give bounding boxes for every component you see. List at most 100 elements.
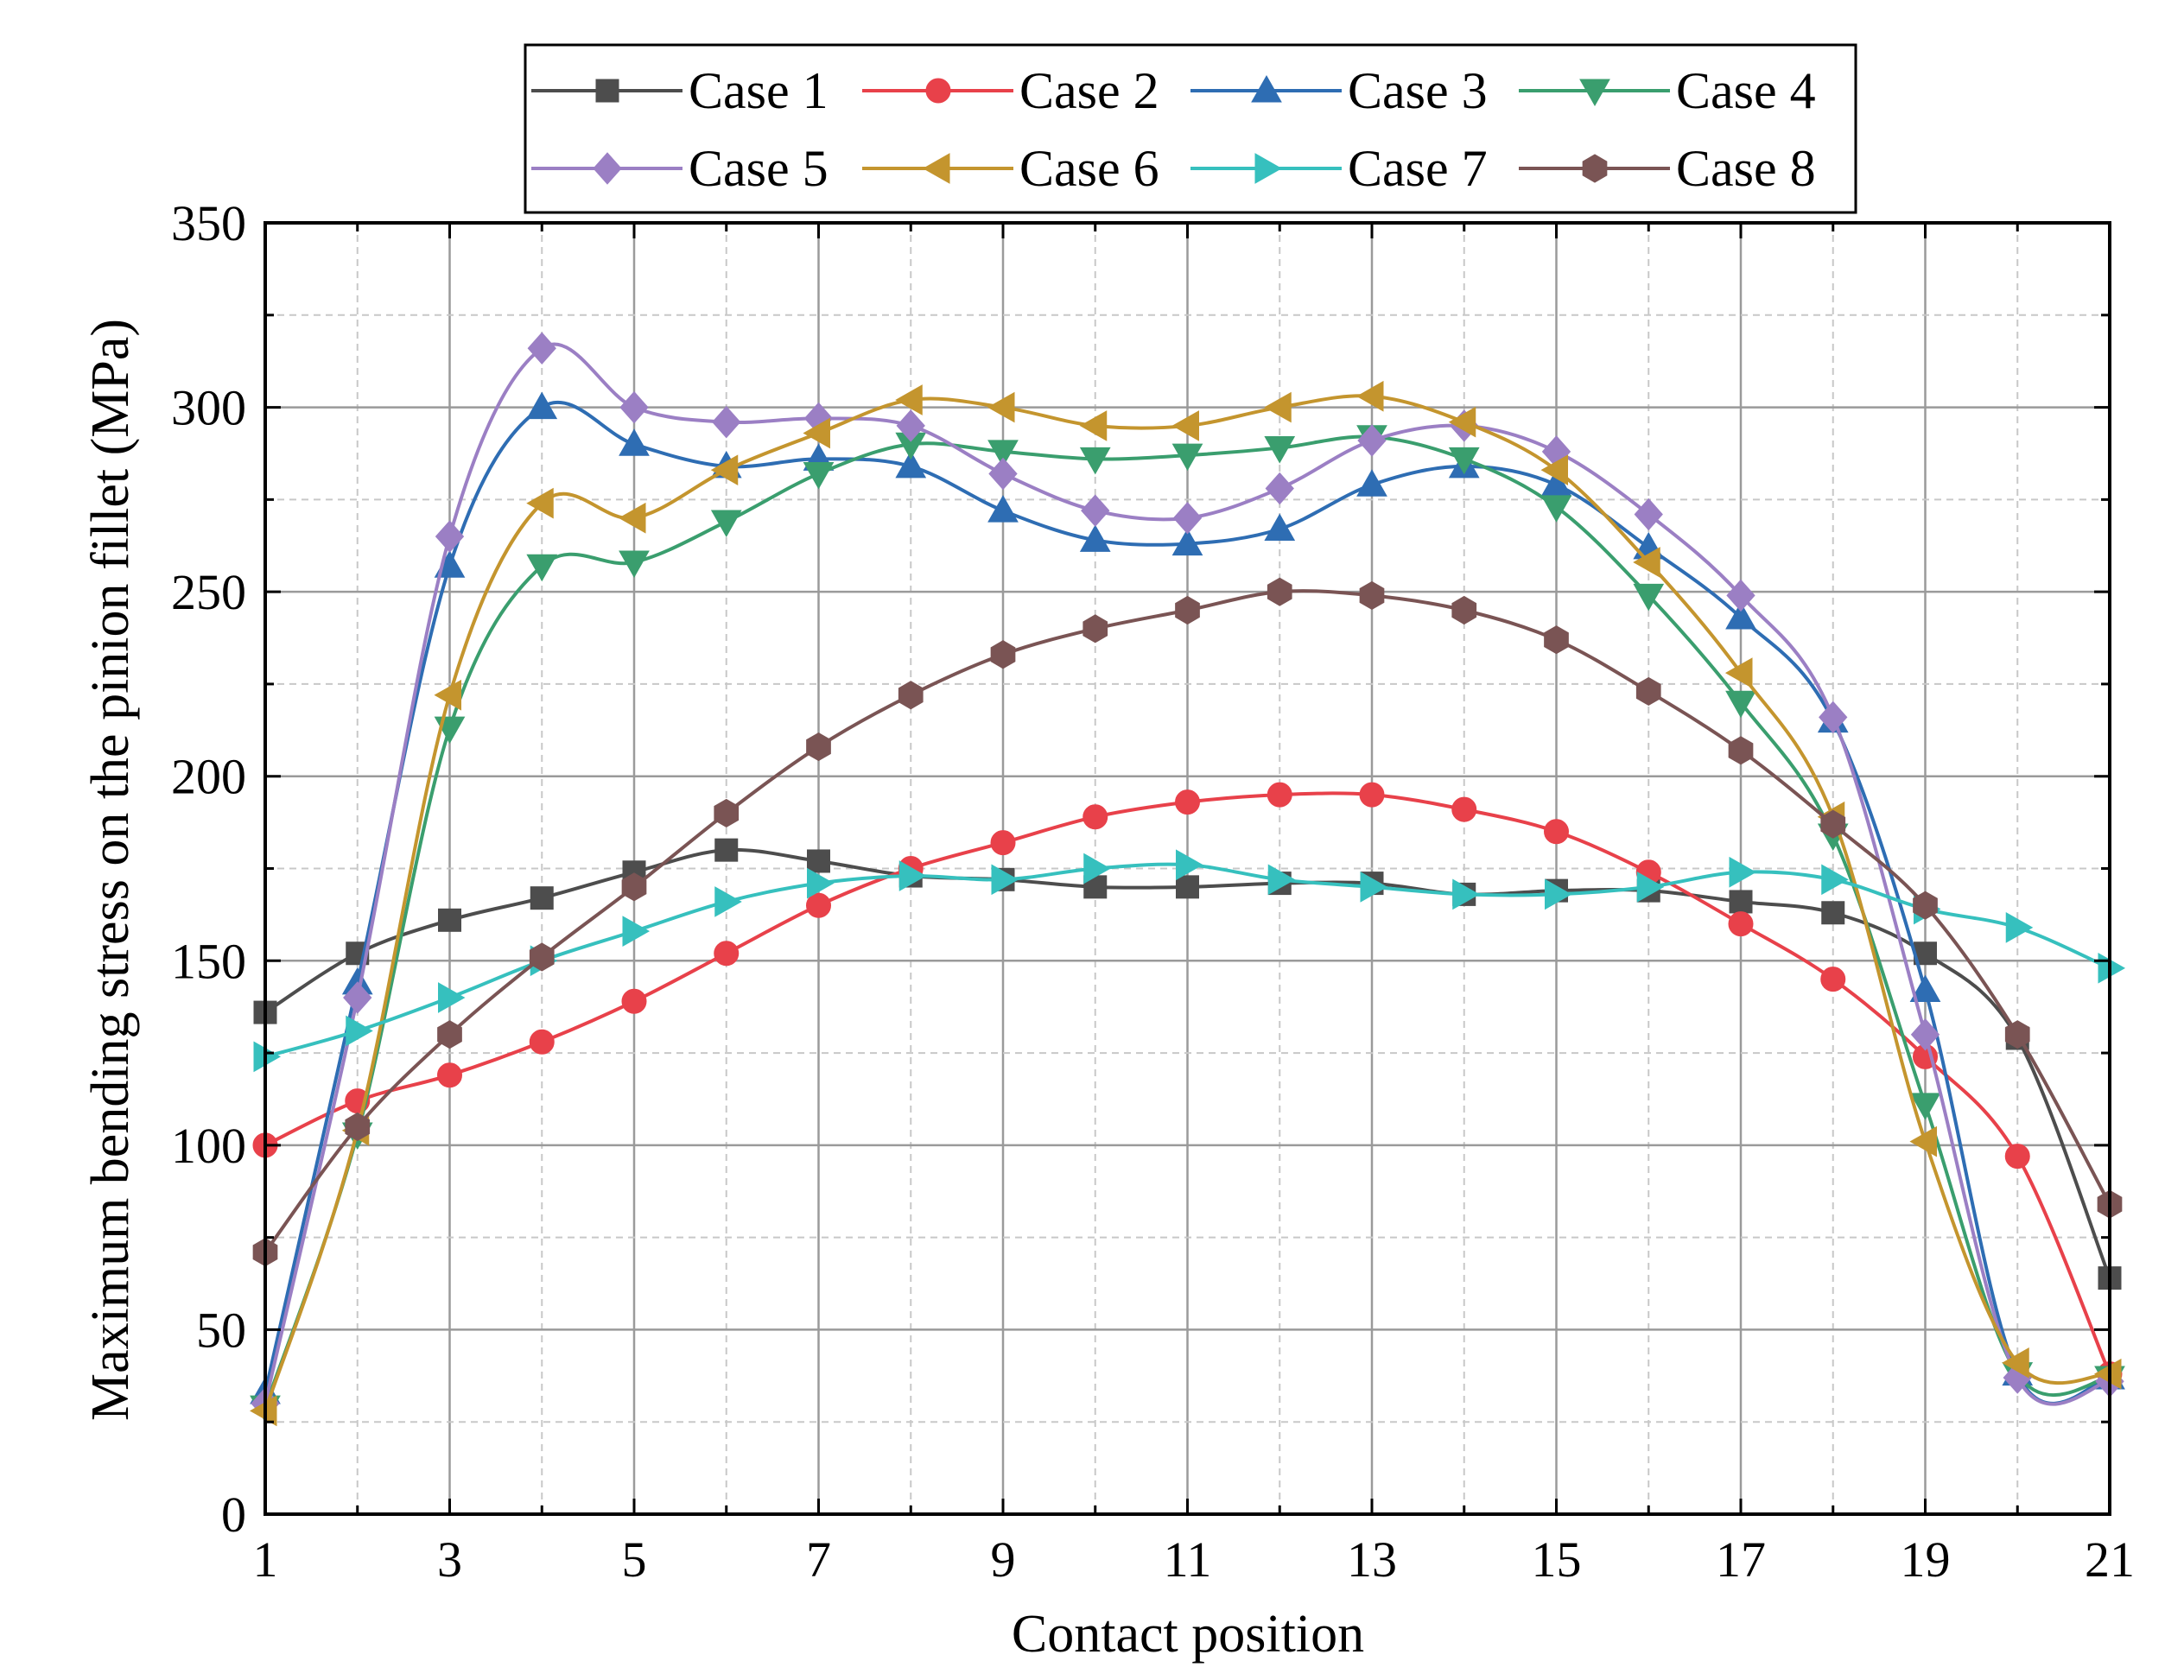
data-point: [1540, 495, 1572, 523]
data-point: [1355, 380, 1384, 412]
data-point: [1265, 472, 1294, 505]
data-point: [2004, 1020, 2030, 1049]
legend-label: Case 8: [1676, 140, 1816, 197]
data-point: [714, 838, 739, 862]
y-axis-label: Maximum bending stress on the pinion fil…: [81, 319, 140, 1421]
data-point: [1448, 447, 1480, 475]
x-tick-label: 9: [991, 1531, 1016, 1588]
data-point: [529, 1029, 555, 1055]
data-point: [895, 450, 927, 479]
legend-item: Case 6: [862, 140, 1159, 197]
data-point: [1357, 424, 1387, 457]
data-point: [1728, 736, 1754, 765]
data-point: [1175, 595, 1200, 625]
data-point: [1359, 782, 1385, 808]
data-point: [1819, 701, 1848, 734]
data-point: [1451, 595, 1477, 625]
data-point: [803, 417, 830, 449]
data-point: [1264, 513, 1296, 542]
data-point: [807, 849, 830, 873]
data-point: [437, 1020, 462, 1049]
data-point: [618, 502, 646, 534]
data-point: [346, 1015, 373, 1047]
data-point: [1267, 577, 1292, 606]
legend-marker: [922, 153, 950, 184]
x-tick-label: 5: [622, 1531, 647, 1588]
data-point: [1172, 501, 1203, 535]
x-tick-label: 19: [1901, 1531, 1951, 1588]
data-point: [710, 454, 739, 486]
data-point: [803, 461, 835, 490]
data-point: [526, 391, 558, 420]
legend-label: Case 3: [1348, 62, 1488, 119]
data-point: [1821, 864, 1849, 896]
legend-marker: [1582, 154, 1608, 183]
y-tick-label: 300: [171, 380, 246, 436]
data-point: [619, 390, 649, 424]
data-point: [806, 732, 831, 762]
data-point: [806, 892, 831, 918]
legend-marker: [1251, 74, 1282, 103]
data-point: [1636, 871, 1665, 903]
legend-label: Case 6: [1019, 140, 1159, 197]
data-point: [712, 405, 741, 439]
data-point: [619, 428, 650, 456]
legend-label: Case 2: [1019, 62, 1159, 119]
x-tick-label: 1: [253, 1531, 278, 1588]
data-point: [807, 867, 835, 899]
data-point: [1264, 436, 1296, 464]
data-point: [1820, 967, 1846, 992]
data-point: [1083, 853, 1111, 884]
data-point: [1079, 524, 1111, 552]
legend-label: Case 1: [689, 62, 829, 119]
legend-label: Case 4: [1676, 62, 1816, 119]
legend-marker: [925, 78, 951, 104]
data-point: [1079, 447, 1111, 475]
legend-item: Case 1: [531, 62, 829, 119]
data-point: [987, 495, 1019, 523]
data-point: [1082, 614, 1108, 643]
data-point: [714, 798, 740, 828]
y-tick-label: 350: [171, 195, 246, 251]
data-point: [896, 409, 925, 442]
data-point: [1082, 804, 1108, 830]
data-point: [1175, 789, 1200, 815]
data-point: [714, 886, 742, 917]
legend-items: Case 1 Case 2 Case 3 Case 4 Case 5 Case 6 Case…: [531, 62, 1816, 197]
data-point: [988, 457, 1018, 491]
data-point: [1726, 579, 1755, 612]
data-point: [1633, 583, 1665, 612]
y-tick-label: 50: [196, 1302, 246, 1358]
data-point: [1729, 856, 1757, 888]
legend-item: Case 4: [1519, 62, 1816, 119]
data-point: [1356, 469, 1387, 497]
legend-marker: [593, 152, 622, 185]
data-point: [2005, 911, 2034, 943]
data-point: [1633, 547, 1660, 578]
data-point: [1544, 625, 1569, 655]
y-tick-label: 0: [221, 1487, 246, 1543]
data-point: [1171, 410, 1199, 441]
legend: Case 1 Case 2 Case 3 Case 4 Case 5 Case 6 Case…: [524, 43, 1857, 214]
data-point: [1267, 864, 1296, 896]
data-point: [345, 1112, 371, 1142]
data-point: [1448, 406, 1476, 438]
data-point: [1079, 410, 1108, 441]
data-point: [1635, 676, 1661, 707]
data-point: [1634, 498, 1663, 531]
series-8: [252, 577, 2123, 1267]
data-point: [1725, 602, 1756, 630]
data-point: [526, 487, 554, 519]
data-point: [621, 872, 647, 902]
y-tick-label: 200: [171, 749, 246, 805]
legend-label: Case 5: [689, 140, 829, 197]
series-line: [263, 847, 2111, 1279]
data-point: [437, 1062, 462, 1088]
data-point: [527, 332, 556, 365]
data-point: [343, 981, 372, 1014]
data-point: [434, 679, 461, 711]
x-tick-label: 3: [437, 1531, 462, 1588]
x-tick-label: 13: [1347, 1531, 1397, 1588]
data-point: [2002, 1347, 2029, 1379]
